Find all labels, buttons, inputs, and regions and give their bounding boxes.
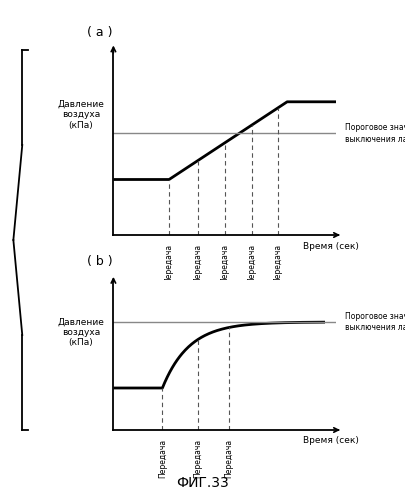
Text: Время (сек): Время (сек) xyxy=(303,436,358,445)
Text: Передача: Передача xyxy=(247,244,256,284)
Text: Время (сек): Время (сек) xyxy=(303,242,358,252)
Text: ( b ): ( b ) xyxy=(87,255,112,268)
Text: Пороговое значение
выключения лампы: Пороговое значение выключения лампы xyxy=(345,123,405,144)
Text: Передача: Передача xyxy=(220,244,229,284)
Text: Давление
воздуха
(кПа): Давление воздуха (кПа) xyxy=(58,100,104,130)
Text: Передача: Передача xyxy=(225,439,234,478)
Text: Давление
воздуха
(кПа): Давление воздуха (кПа) xyxy=(58,318,104,348)
Text: Пороговое значение
выключения лампы: Пороговое значение выключения лампы xyxy=(345,312,405,332)
Text: Передача: Передача xyxy=(194,244,202,284)
Text: ФИГ.33: ФИГ.33 xyxy=(176,476,229,490)
Text: Передача: Передача xyxy=(274,244,283,284)
Text: Передача: Передача xyxy=(194,439,202,478)
Text: Передача: Передача xyxy=(158,439,167,478)
Text: ( a ): ( a ) xyxy=(87,26,112,39)
Text: Передача: Передача xyxy=(164,244,174,284)
